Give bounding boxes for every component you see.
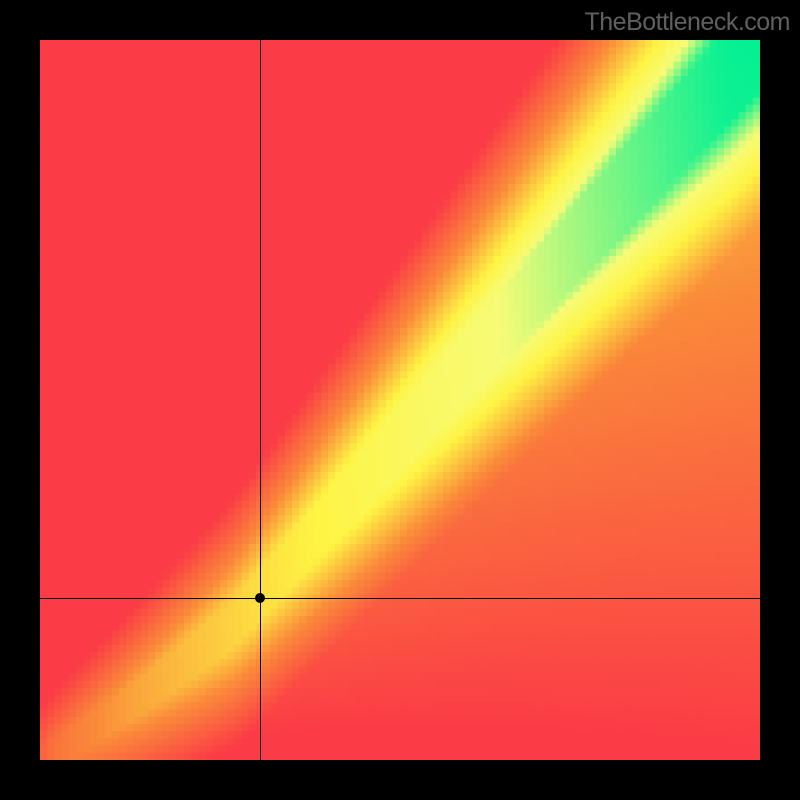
bottleneck-heatmap	[40, 40, 760, 760]
crosshair-horizontal	[40, 598, 760, 599]
plot-area	[40, 40, 760, 760]
watermark-text: TheBottleneck.com	[585, 8, 791, 37]
crosshair-point	[255, 593, 265, 603]
crosshair-vertical	[260, 40, 261, 760]
